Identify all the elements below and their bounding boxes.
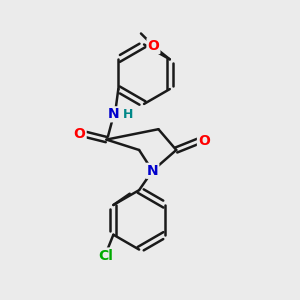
Text: O: O [74,127,85,141]
Text: N: N [108,107,120,121]
Text: Cl: Cl [98,248,113,262]
Text: O: O [148,39,159,53]
Text: H: H [123,108,133,121]
Text: O: O [198,134,210,148]
Text: N: N [147,164,158,178]
